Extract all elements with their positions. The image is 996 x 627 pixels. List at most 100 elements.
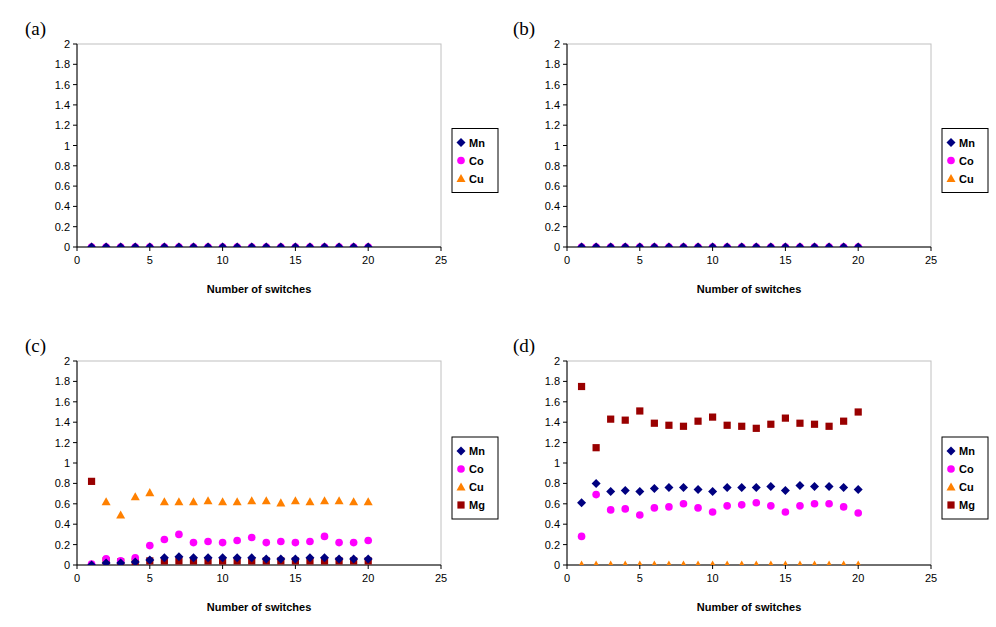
point <box>738 501 746 509</box>
point <box>87 243 96 248</box>
x-tick <box>712 565 713 569</box>
point <box>233 243 242 248</box>
point <box>218 497 227 505</box>
point <box>839 483 848 492</box>
point <box>174 552 183 561</box>
point <box>737 561 746 566</box>
point <box>305 553 314 562</box>
point <box>102 243 111 248</box>
point <box>233 537 241 545</box>
y-tick <box>73 565 77 566</box>
y-tick <box>563 483 567 484</box>
point <box>795 243 804 248</box>
point <box>854 243 863 248</box>
point <box>708 243 717 248</box>
point <box>247 553 256 562</box>
point <box>840 243 848 247</box>
y-tick-label: 1 <box>554 457 560 469</box>
x-tick <box>639 565 640 569</box>
point <box>664 483 673 492</box>
point <box>276 554 285 563</box>
x-axis <box>77 565 441 566</box>
point <box>781 486 790 495</box>
y-tick <box>563 64 567 65</box>
y-tick-label: 0 <box>64 559 70 571</box>
x-tick <box>785 247 786 251</box>
point <box>102 558 111 565</box>
legend-label: Mn <box>469 137 485 149</box>
y-tick <box>73 247 77 248</box>
y-tick-label: 0 <box>554 241 560 253</box>
point <box>349 243 358 248</box>
point <box>795 481 804 490</box>
y-tick <box>73 64 77 65</box>
y-tick <box>563 84 567 85</box>
legend: MnCoCuMg <box>452 437 498 519</box>
point <box>577 561 586 566</box>
panel-label: (b) <box>513 18 535 40</box>
point <box>811 421 818 428</box>
y-axis <box>567 361 568 565</box>
point <box>247 243 256 248</box>
point <box>349 497 358 505</box>
point <box>723 561 732 566</box>
point <box>145 243 154 248</box>
point <box>592 243 600 247</box>
point <box>117 243 125 247</box>
legend-box <box>942 129 988 193</box>
point <box>680 423 687 430</box>
point <box>320 243 329 248</box>
point <box>854 509 862 517</box>
point <box>680 500 688 508</box>
point <box>233 243 241 247</box>
point <box>635 243 644 248</box>
point <box>277 538 285 546</box>
x-tick-label: 0 <box>74 254 80 266</box>
point <box>102 243 111 248</box>
y-tick <box>73 483 77 484</box>
x-tick-label: 15 <box>779 572 791 584</box>
y-tick <box>73 104 77 105</box>
x-tick-label: 5 <box>637 572 643 584</box>
point <box>825 243 833 247</box>
legend-box <box>452 129 498 193</box>
y-tick <box>73 544 77 545</box>
point <box>854 243 862 247</box>
legend-label: Cu <box>959 173 974 185</box>
point <box>694 418 701 425</box>
y-tick-label: 0.8 <box>55 160 70 172</box>
legend-marker <box>947 157 955 165</box>
point <box>219 243 227 247</box>
y-tick <box>73 206 77 207</box>
legend-label: Co <box>959 155 974 167</box>
point <box>810 561 819 566</box>
legend-box <box>942 437 988 519</box>
point <box>592 243 601 248</box>
point <box>650 243 659 248</box>
y-tick <box>73 84 77 85</box>
plot-area <box>77 361 441 565</box>
y-tick <box>563 422 567 423</box>
point <box>276 243 285 248</box>
x-tick-label: 15 <box>289 254 301 266</box>
y-tick <box>73 401 77 402</box>
point <box>767 502 775 510</box>
point <box>320 496 329 504</box>
point <box>190 539 198 547</box>
x-axis-label: Number of switches <box>697 283 802 295</box>
point <box>350 539 358 547</box>
point <box>145 488 154 496</box>
point <box>825 243 834 248</box>
point <box>364 243 372 247</box>
y-tick-label: 0.2 <box>545 539 560 551</box>
y-tick-label: 1 <box>64 140 70 152</box>
point <box>694 561 703 566</box>
x-tick-label: 5 <box>147 254 153 266</box>
y-tick <box>563 206 567 207</box>
point <box>724 422 731 429</box>
point <box>320 243 329 248</box>
legend-label: Cu <box>959 481 974 493</box>
point <box>204 243 212 247</box>
point <box>276 498 285 506</box>
point <box>189 243 198 248</box>
